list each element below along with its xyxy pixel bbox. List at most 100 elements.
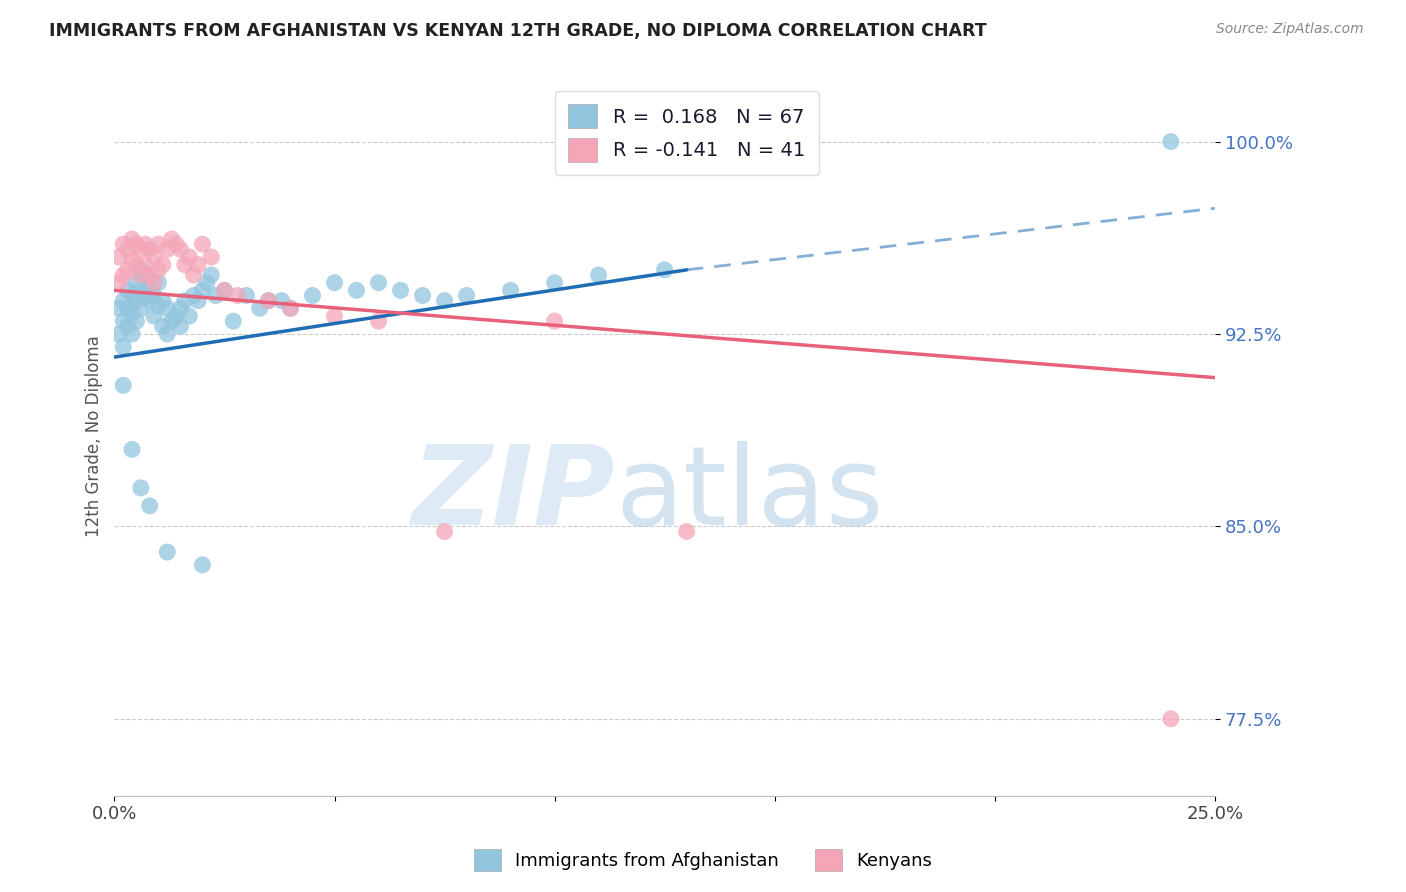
Point (148, 299, 170, 313)
Point (165, 237, 187, 252)
Point (121, 252, 143, 267)
Point (222, 314, 245, 328)
Point (112, 314, 135, 328)
Point (280, 301, 302, 316)
Point (173, 293, 195, 308)
Point (138, 293, 160, 308)
Point (169, 301, 191, 316)
Point (108, 250, 131, 264)
Point (112, 237, 135, 252)
Point (134, 288, 156, 302)
Point (121, 306, 143, 320)
Legend: R =  0.168   N = 67, R = -0.141   N = 41: R = 0.168 N = 67, R = -0.141 N = 41 (554, 91, 818, 175)
Point (108, 326, 131, 341)
Point (280, 301, 302, 316)
Point (138, 276, 160, 290)
Legend: Immigrants from Afghanistan, Kenyans: Immigrants from Afghanistan, Kenyans (467, 842, 939, 879)
Point (156, 243, 179, 257)
Point (204, 288, 226, 302)
Point (121, 326, 143, 341)
Point (301, 288, 323, 302)
Text: atlas: atlas (614, 441, 883, 548)
Point (156, 326, 179, 341)
Point (191, 558, 214, 572)
Point (257, 293, 280, 308)
Point (270, 293, 292, 308)
Point (588, 268, 610, 282)
Point (108, 301, 131, 316)
Point (134, 268, 156, 282)
Point (226, 288, 249, 302)
Point (121, 288, 143, 302)
Point (138, 243, 160, 257)
Point (323, 309, 346, 323)
Point (143, 288, 166, 302)
Point (160, 314, 183, 328)
Point (112, 293, 135, 308)
Point (543, 276, 565, 290)
Point (543, 314, 565, 328)
Point (389, 284, 412, 298)
Point (129, 481, 152, 495)
Point (183, 268, 205, 282)
Text: IMMIGRANTS FROM AFGHANISTAN VS KENYAN 12TH GRADE, NO DIPLOMA CORRELATION CHART: IMMIGRANTS FROM AFGHANISTAN VS KENYAN 12… (49, 22, 987, 40)
Point (129, 301, 152, 316)
Point (152, 319, 174, 334)
Point (323, 276, 346, 290)
Point (117, 319, 139, 334)
Point (165, 309, 187, 323)
Point (346, 284, 368, 298)
Point (191, 284, 214, 298)
Point (125, 276, 148, 290)
Point (173, 258, 195, 272)
Point (152, 258, 174, 272)
Point (160, 232, 183, 246)
Point (249, 301, 271, 316)
Point (179, 309, 201, 323)
Point (214, 284, 236, 298)
Point (125, 293, 148, 308)
Point (108, 276, 131, 290)
Point (200, 268, 222, 282)
Point (433, 293, 456, 308)
Point (169, 319, 191, 334)
Point (112, 340, 135, 354)
Point (456, 288, 478, 302)
Point (138, 268, 160, 282)
Point (675, 524, 697, 539)
Point (129, 243, 152, 257)
Point (169, 243, 191, 257)
Point (143, 309, 166, 323)
Point (367, 314, 389, 328)
Point (195, 276, 218, 290)
Point (112, 268, 135, 282)
Point (191, 237, 214, 252)
Point (187, 293, 209, 308)
Point (134, 237, 156, 252)
Point (148, 276, 170, 290)
Point (156, 301, 179, 316)
Point (121, 232, 143, 246)
Point (134, 258, 156, 272)
Point (499, 284, 522, 298)
Point (117, 284, 139, 298)
Point (179, 250, 201, 264)
Point (129, 263, 152, 277)
Point (143, 250, 166, 264)
Point (129, 268, 152, 282)
Point (367, 276, 389, 290)
Point (143, 276, 166, 290)
Point (187, 258, 209, 272)
Point (183, 288, 205, 302)
Point (112, 378, 135, 392)
Point (129, 284, 152, 298)
Point (257, 293, 280, 308)
Point (412, 288, 434, 302)
Point (117, 263, 139, 277)
Point (156, 545, 179, 559)
Point (152, 293, 174, 308)
Point (433, 524, 456, 539)
Point (1160, 712, 1182, 726)
Y-axis label: 12th Grade, No Diploma: 12th Grade, No Diploma (86, 335, 103, 538)
Point (235, 288, 257, 302)
